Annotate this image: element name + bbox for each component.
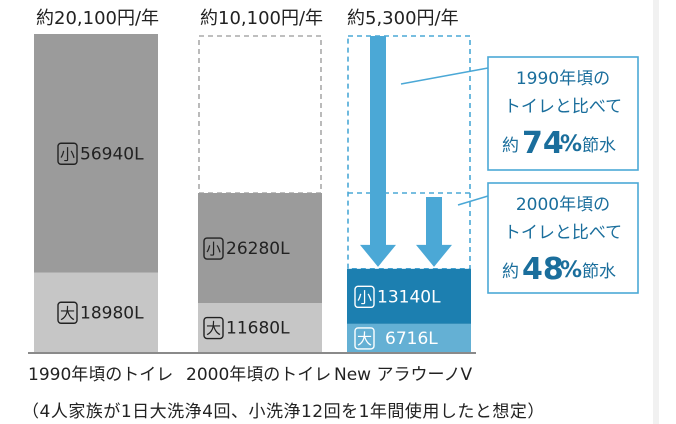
category-label-0: 1990年頃のトイレ (28, 365, 173, 385)
small-value-1: 26280L (226, 239, 290, 259)
large-value-1: 11680L (226, 319, 290, 339)
large-mark-0: 大 (60, 304, 75, 322)
callout-line1-0: 1990年頃の (516, 69, 610, 89)
reduction-arrow-1990 (360, 36, 396, 267)
callout-percent-1: 48 (522, 252, 564, 287)
callout-suffix-1: 節水 (582, 262, 616, 282)
footnote: （4人家族が1日大洗浄4回、小洗浄12回を1年間使用したと想定） (22, 402, 545, 422)
right-edge-rule (653, 0, 659, 424)
callout-prefix-0: 約 (502, 136, 519, 156)
large-value-0: 18980L (80, 303, 144, 323)
bar-small-1 (198, 193, 322, 304)
callout-connector-1 (457, 195, 489, 206)
large-mark-box-0 (57, 301, 78, 324)
category-label-1: 2000年頃のトイレ (186, 365, 331, 385)
large-mark-2: 大 (357, 330, 372, 348)
callout-prefix-1: 約 (502, 262, 519, 282)
small-mark-box-1 (203, 237, 224, 260)
callout-line2-0: トイレと比べて (504, 97, 622, 117)
small-mark-2: 小 (357, 288, 372, 306)
small-value-2: 13140L (377, 287, 441, 307)
bar-small-0 (34, 34, 158, 273)
annual-cost-1: 約10,100円/年 (200, 8, 323, 29)
callout-percent-0: 74 (522, 126, 564, 161)
callout-line2-1: トイレと比べて (504, 223, 622, 243)
bar-large-1 (198, 303, 322, 352)
callout-unit-0: % (560, 132, 582, 157)
ghost-outline-2000 (198, 35, 322, 194)
category-label-2: New アラウーノV (334, 365, 472, 385)
callout-line1-1: 2000年頃の (516, 195, 610, 215)
callout-box-0 (487, 56, 639, 171)
small-mark-0: 小 (60, 145, 75, 163)
small-mark-box-2 (354, 285, 375, 309)
callout-unit-1: % (560, 258, 582, 283)
reduction-arrow-2000 (416, 197, 452, 267)
small-value-0: 56940L (80, 144, 144, 164)
large-value-2: 6716L (385, 329, 438, 349)
annual-cost-0: 約20,100円/年 (36, 8, 159, 29)
callout-suffix-0: 節水 (582, 136, 616, 156)
annual-cost-2: 約5,300円/年 (347, 8, 459, 29)
callout-connector-0 (400, 67, 489, 85)
bar-large-0 (34, 272, 158, 352)
ghost-outline-new-1990 (347, 35, 471, 270)
large-mark-1: 大 (206, 320, 221, 338)
callout-box-1 (487, 182, 639, 294)
large-mark-box-1 (203, 316, 224, 340)
bar-small-2 (347, 268, 471, 324)
large-mark-box-2 (354, 327, 375, 350)
small-mark-1: 小 (206, 240, 221, 258)
small-mark-box-0 (57, 142, 78, 165)
